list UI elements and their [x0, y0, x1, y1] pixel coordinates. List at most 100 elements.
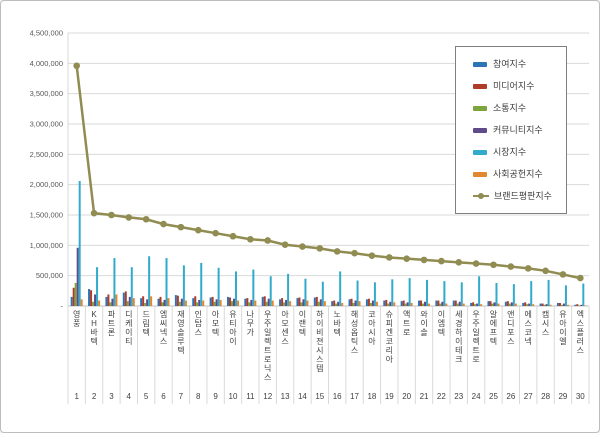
- bar: [547, 279, 550, 306]
- category-label-char: 드: [142, 310, 149, 319]
- chart-legend: 참여지수 미디어지수 소통지수 커뮤니티지수 시장지수 사회공헌지수 브랜드평판지수: [455, 46, 567, 214]
- category-label-char: 앤: [507, 309, 514, 319]
- category-label-char: 텍: [212, 327, 219, 337]
- bar: [341, 302, 344, 306]
- legend-label: 브랜드평판지수: [494, 190, 552, 201]
- bar: [122, 292, 125, 306]
- bar: [161, 302, 164, 306]
- category-label-char: 우: [264, 310, 271, 319]
- line-marker: [472, 260, 480, 267]
- y-axis-tick-label: 500,000: [36, 271, 63, 280]
- bar: [296, 298, 299, 306]
- bar: [150, 296, 153, 306]
- category-label-char: 러: [577, 337, 584, 346]
- bar: [456, 303, 459, 306]
- category-label-char: 트: [403, 319, 410, 328]
- rank-label: 4: [127, 392, 132, 401]
- bar: [265, 301, 268, 306]
- category-label-char: 탑: [195, 319, 203, 328]
- bar: [263, 296, 266, 306]
- y-axis-tick-label: 3,000,000: [30, 120, 63, 129]
- category-label-char: 슈: [386, 310, 393, 319]
- category-label-char: 하: [455, 327, 463, 337]
- bar: [445, 303, 448, 306]
- category-label-char: 아: [281, 309, 289, 319]
- bar: [333, 300, 336, 306]
- category-label-char: 론: [108, 328, 115, 337]
- bar: [428, 303, 431, 306]
- bar: [441, 301, 444, 306]
- category-label-char: 액: [403, 309, 410, 319]
- bar-series: [70, 289, 577, 306]
- category-labels: 영풍KH바텍파트론디케이티드림텍엠씨넥스재영솔루텍인탑스아모텍유티아이나무가우주…: [73, 309, 584, 382]
- bar: [230, 301, 233, 306]
- line-marker: [160, 220, 167, 228]
- rank-label: 16: [333, 392, 342, 401]
- category-label-char: 이: [420, 318, 427, 328]
- bar: [105, 296, 108, 306]
- category-label-char: 티: [125, 337, 132, 346]
- bar: [142, 296, 145, 306]
- category-label-char: 일: [264, 328, 271, 337]
- bar: [369, 302, 372, 306]
- category-label-char: 림: [142, 318, 149, 328]
- bar: [159, 296, 162, 306]
- bar: [70, 296, 73, 306]
- bar: [530, 281, 533, 306]
- bar: [76, 247, 79, 306]
- rank-label: 14: [298, 392, 307, 401]
- category-label-char: 텍: [177, 345, 184, 355]
- bar: [406, 302, 409, 306]
- bar: [566, 304, 569, 306]
- y-axis-tick-label: 2,500,000: [30, 150, 63, 159]
- bar: [458, 301, 461, 306]
- bar: [74, 282, 77, 306]
- category-label-char: 유: [559, 310, 566, 319]
- bar: [302, 299, 305, 306]
- bar: [582, 283, 585, 306]
- bar: [504, 301, 507, 306]
- bar: [124, 291, 127, 306]
- bar: [584, 305, 587, 306]
- bar: [72, 287, 75, 306]
- category-label-char: 하: [316, 309, 324, 319]
- line-marker: [108, 211, 115, 219]
- line-marker: [385, 254, 393, 261]
- line-marker: [90, 209, 98, 217]
- line-marker: [559, 271, 567, 278]
- legend-label: 소통지수: [493, 102, 527, 113]
- bar: [215, 299, 218, 306]
- bar: [90, 290, 93, 306]
- rank-label: 27: [524, 392, 533, 401]
- category-label-char: 노: [333, 310, 340, 319]
- category-label-char: 이: [559, 327, 566, 337]
- category-label-char: 트: [108, 319, 115, 328]
- rank-label: 13: [281, 392, 290, 401]
- bar: [157, 298, 160, 306]
- legend-label: 사회공헌지수: [493, 168, 543, 179]
- line-marker: [264, 237, 272, 244]
- category-label-char: 텍: [142, 327, 149, 337]
- category-label-char: 코: [386, 337, 393, 346]
- bar: [472, 302, 475, 306]
- bar: [323, 301, 326, 306]
- category-label-char: 유: [229, 310, 236, 319]
- bar: [167, 298, 170, 306]
- category-label-char: 아: [368, 318, 376, 328]
- bar: [126, 301, 129, 306]
- category-label-char: 나: [247, 310, 255, 319]
- bar: [261, 296, 264, 306]
- bar: [532, 304, 535, 306]
- category-label-char: 피: [386, 319, 393, 328]
- category-label-char: 영: [177, 318, 184, 328]
- line-marker: [507, 263, 515, 270]
- category-label-char: 무: [247, 319, 254, 328]
- bar-series: [74, 282, 581, 306]
- legend-line-swatch: [473, 193, 489, 200]
- category-label-char: 센: [281, 327, 288, 337]
- bar: [580, 304, 583, 306]
- category-label-char: 솔: [420, 328, 427, 337]
- bar: [180, 298, 183, 306]
- bar-series: [78, 181, 585, 306]
